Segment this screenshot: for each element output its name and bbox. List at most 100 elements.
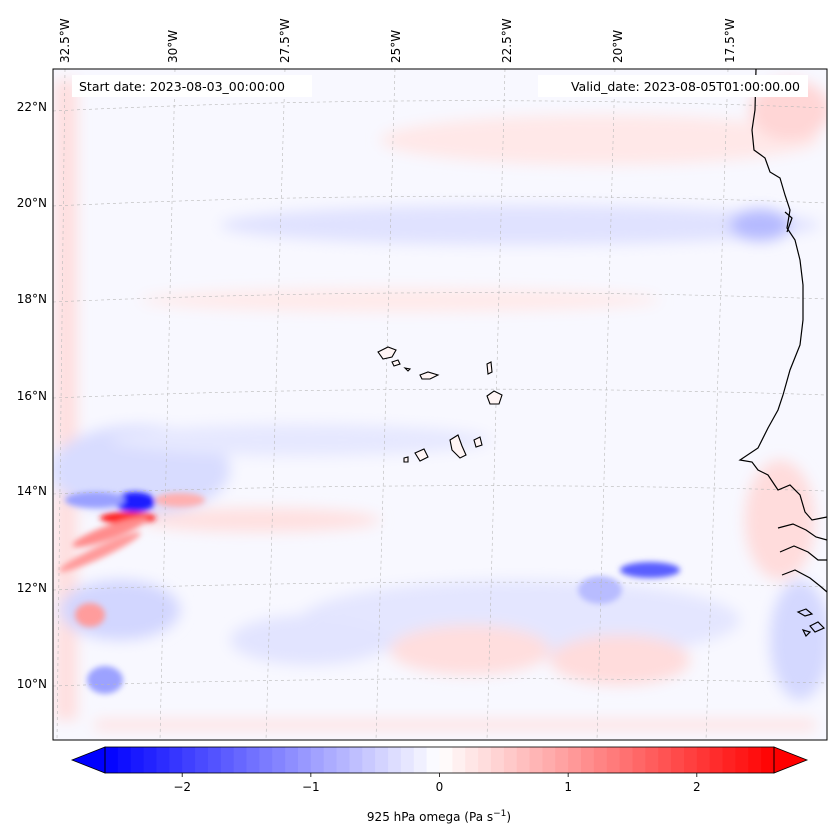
colorbar-cell [632, 747, 646, 773]
colorbar-cell [748, 747, 762, 773]
parallel-20n [52, 195, 828, 207]
valid-date-box [538, 75, 808, 97]
lat-label-20n: 20°N [17, 196, 47, 210]
senegal-coast-2 [779, 545, 827, 561]
meridian-20w [596, 68, 616, 741]
parallel-16n [52, 388, 828, 399]
colorbar-cell [490, 747, 505, 773]
colorbar-cell [593, 747, 608, 773]
colorbar-cell [349, 747, 363, 773]
colorbar-cell [117, 747, 132, 773]
colorbar-cell [233, 747, 248, 773]
lat-label-18n: 18°N [17, 292, 47, 306]
colorbar-cell [606, 747, 621, 773]
colorbar-cell [645, 747, 659, 773]
colorbar-cell [465, 747, 479, 773]
bijagos-3 [801, 629, 812, 638]
colorbar-extend-high [773, 746, 809, 774]
colorbar-cells [105, 747, 775, 773]
lon-label-32.5w: 32.5°W [58, 18, 72, 63]
colorbar-cell [272, 747, 286, 773]
island-fogo [414, 448, 429, 462]
meridian-17.5w [705, 68, 729, 741]
colorbar-cell [683, 747, 698, 773]
africa-coast-inlet [784, 211, 793, 233]
island-sao-vicente [391, 359, 401, 367]
start-date-box [72, 75, 312, 97]
guinea-bissau-coast [781, 569, 828, 593]
meridian-32.5w [56, 68, 66, 741]
colorbar-tick-label: 2 [693, 780, 701, 794]
colorbar-cell [130, 747, 145, 773]
colorbar-cell [285, 747, 299, 773]
parallel-18n [52, 292, 828, 303]
longitude-labels: 32.5°W 30°W 27.5°W 25°W 22.5°W 20°W 17.5… [58, 18, 737, 63]
colorbar-cell [323, 747, 338, 773]
senegal-coast-1 [777, 523, 828, 541]
africa-coast [738, 68, 828, 521]
meridian-30w [159, 68, 176, 741]
lat-label-22n: 22°N [17, 100, 47, 114]
map-panel: Start date: 2023-08-03_00:00:00 Valid_da… [52, 68, 828, 741]
parallel-22n [52, 100, 828, 112]
lat-label-10n: 10°N [17, 677, 47, 691]
lon-label-22.5w: 22.5°W [500, 18, 514, 63]
colorbar-cell [478, 747, 492, 773]
lon-label-30w: 30°W [166, 30, 180, 63]
colorbar-cell [658, 747, 672, 773]
colorbar-cell [362, 747, 376, 773]
bijagos-1 [796, 608, 814, 617]
colorbar-tick-label: −1 [302, 780, 320, 794]
colorbar-cell [220, 747, 235, 773]
colorbar-cell [182, 747, 196, 773]
colorbar-cell [246, 747, 260, 773]
parallel-12n [52, 581, 828, 591]
colorbar-cell [761, 747, 775, 773]
bijagos-2 [809, 621, 826, 633]
meridian-25w [375, 68, 396, 741]
colorbar-cell [503, 747, 518, 773]
lon-label-25w: 25°W [389, 30, 403, 63]
lon-label-20w: 20°W [611, 30, 625, 63]
colorbar: −2 −1 0 1 2 925 hPa omega (Pa s−1) [70, 746, 809, 824]
colorbar-cell [452, 747, 466, 773]
colorbar-cell [169, 747, 183, 773]
gridlines [52, 68, 828, 741]
colorbar-cell [195, 747, 209, 773]
colorbar-cell [143, 747, 158, 773]
cape-verde-islands [377, 346, 503, 463]
colorbar-tick-label: −2 [173, 780, 191, 794]
parallel-10n [52, 678, 828, 687]
map-frame [52, 68, 828, 741]
colorbar-cell [581, 747, 595, 773]
colorbar-cell [413, 747, 428, 773]
meridian-22.5w [486, 68, 506, 741]
island-santo-antao [377, 346, 397, 360]
latitude-labels: 22°N 20°N 18°N 16°N 14°N 12°N 10°N [17, 100, 47, 691]
colorbar-cell [426, 747, 441, 773]
colorbar-label: 925 hPa omega (Pa s−1) [367, 809, 511, 824]
island-boa-vista [486, 390, 503, 405]
colorbar-cell [529, 747, 544, 773]
colorbar-extend-low [70, 746, 106, 774]
parallel-14n [52, 485, 828, 495]
island-sao-nicolau [419, 371, 440, 380]
meridian-27.5w [265, 68, 286, 741]
colorbar-cell [555, 747, 569, 773]
colorbar-cell [336, 747, 351, 773]
colorbar-cell [542, 747, 556, 773]
island-maio [473, 436, 483, 448]
island-brava [403, 456, 409, 463]
colorbar-cell [388, 747, 402, 773]
valid-date-label: Valid_date: 2023-08-05T01:00:00.00 [571, 79, 800, 94]
lat-label-12n: 12°N [17, 581, 47, 595]
colorbar-cell [671, 747, 685, 773]
colorbar-cell [310, 747, 325, 773]
colorbar-cell [696, 747, 711, 773]
lon-label-27.5w: 27.5°W [278, 18, 292, 63]
lon-label-17.5w: 17.5°W [723, 18, 737, 63]
colorbar-cell [439, 747, 453, 773]
coastlines [738, 68, 828, 638]
lat-label-16n: 16°N [17, 389, 47, 403]
